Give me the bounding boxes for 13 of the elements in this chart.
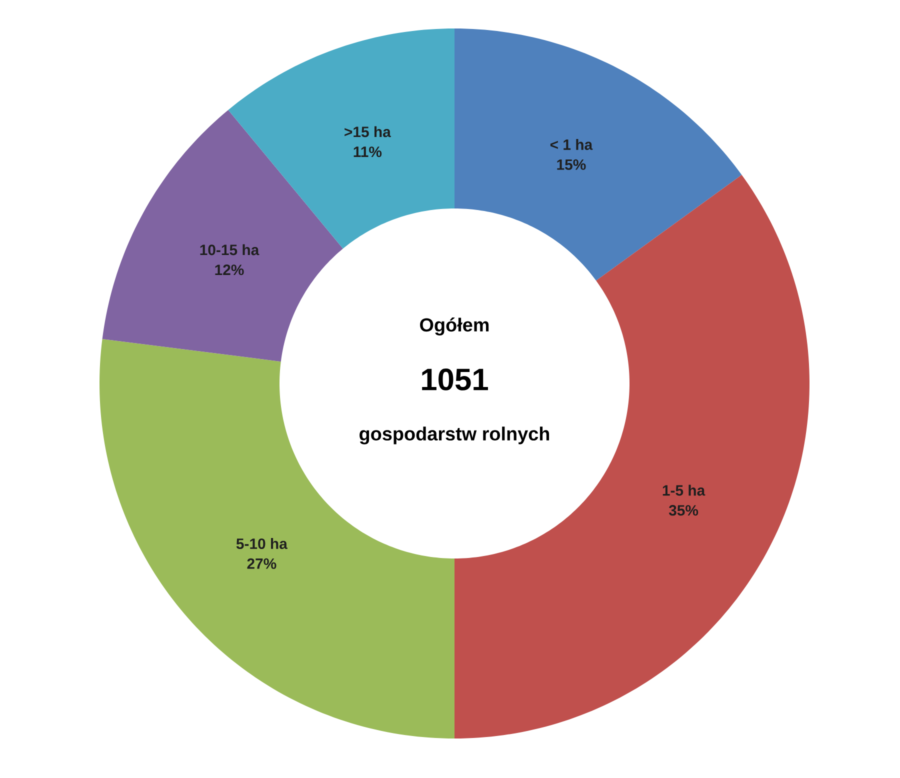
data-label: 12% xyxy=(215,264,244,276)
data-label: 15% xyxy=(557,159,586,170)
text: Ogółem xyxy=(420,318,489,336)
slice-label: 5-10 ha xyxy=(236,538,288,550)
text: 1051 xyxy=(422,368,488,390)
data-label: 27% xyxy=(247,558,276,569)
slice-label: 1-5 ha xyxy=(662,484,706,496)
text: gospodarstw rolnych xyxy=(360,426,550,444)
data-label: 11% xyxy=(354,146,382,158)
slice-label: >15 ha xyxy=(344,126,391,138)
data-label: 35% xyxy=(668,505,698,516)
slice-label: < 1 ha xyxy=(550,139,593,150)
slice-label: 10-15 ha xyxy=(200,244,260,256)
